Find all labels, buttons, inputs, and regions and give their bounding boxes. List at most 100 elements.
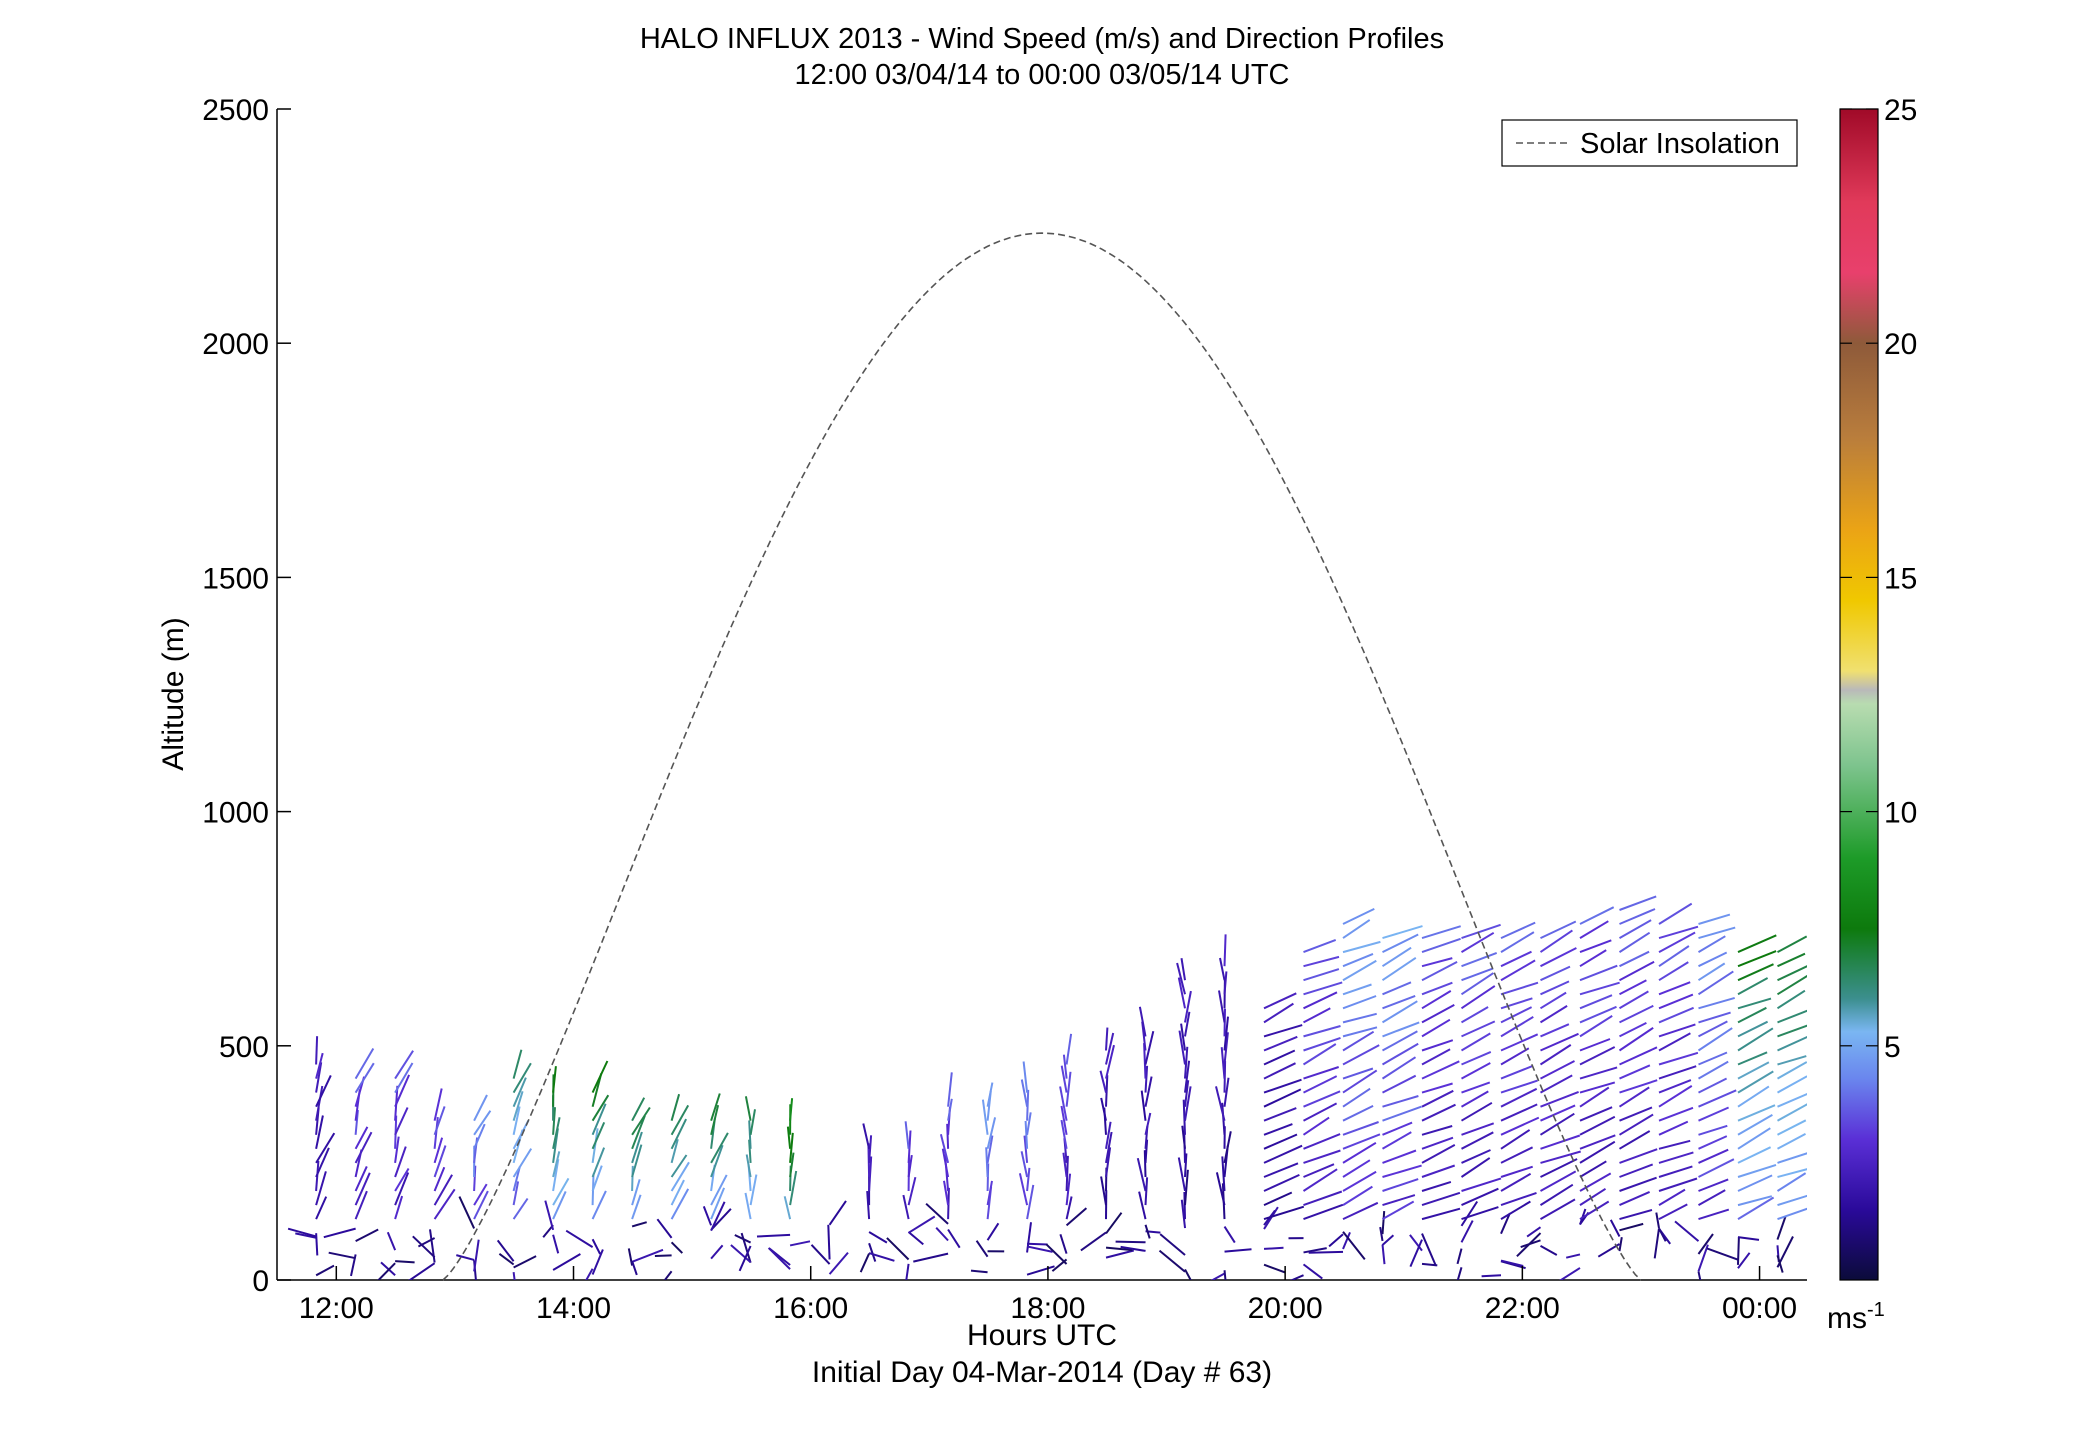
wind-barb xyxy=(1501,1034,1538,1050)
wind-barb xyxy=(1777,1217,1785,1240)
wind-barb xyxy=(1699,1126,1728,1135)
wind-barbs xyxy=(288,896,1815,1303)
wind-barb xyxy=(1304,940,1336,952)
solar-insolation-curve xyxy=(443,233,1641,1280)
wind-barb xyxy=(1778,1152,1812,1163)
wind-barb xyxy=(1541,967,1571,981)
wind-barb xyxy=(1738,1237,1759,1240)
wind-barb xyxy=(1659,1166,1692,1177)
wind-barb xyxy=(1272,1275,1303,1289)
wind-barb xyxy=(1422,1105,1456,1121)
wind-barb xyxy=(1778,1009,1812,1022)
wind-barb xyxy=(1659,1204,1687,1219)
wind-barb xyxy=(1208,1274,1224,1283)
wind-barb xyxy=(1264,1063,1296,1078)
wind-barb xyxy=(1580,921,1608,938)
wind-barb xyxy=(1699,998,1735,1008)
wind-barb xyxy=(1699,1210,1729,1220)
wind-barb xyxy=(1659,1152,1693,1163)
wind-barb xyxy=(1699,1159,1734,1177)
wind-barb xyxy=(1580,995,1612,1008)
colorbar-tick-label: 20 xyxy=(1884,328,1917,361)
wind-barb xyxy=(1225,971,1227,994)
wind-barb xyxy=(1264,1207,1304,1219)
wind-barb xyxy=(1541,930,1573,952)
wind-barb xyxy=(1304,1151,1341,1163)
wind-barb xyxy=(1659,1122,1688,1135)
wind-barb xyxy=(566,1231,592,1247)
wind-barb xyxy=(1620,1080,1658,1092)
wind-barb xyxy=(1383,1107,1422,1121)
wind-barb xyxy=(1611,1220,1620,1237)
wind-barb xyxy=(1659,995,1693,1009)
wind-barb xyxy=(578,1269,593,1295)
wind-barb xyxy=(629,1248,632,1265)
wind-barb xyxy=(1619,1224,1643,1230)
colorbar-tick-label: 25 xyxy=(1884,94,1917,127)
wind-barb xyxy=(1699,1062,1729,1079)
wind-barb xyxy=(1462,1082,1490,1092)
wind-barb xyxy=(1027,1168,1029,1191)
wind-barb xyxy=(632,1166,633,1191)
colorbar-unit-exponent: -1 xyxy=(1867,1299,1885,1321)
wind-barb xyxy=(1778,1134,1806,1149)
wind-barb xyxy=(1778,1076,1808,1092)
wind-barb xyxy=(1462,1202,1478,1226)
wind-barb xyxy=(1738,1008,1766,1023)
y-tick-label: 2000 xyxy=(202,328,269,361)
wind-barb xyxy=(1422,1138,1453,1149)
wind-barb xyxy=(316,1266,334,1276)
wind-barb xyxy=(1304,1205,1343,1219)
wind-barb xyxy=(1659,1080,1691,1093)
wind-barb xyxy=(1329,1234,1343,1246)
wind-barb xyxy=(593,1191,606,1219)
legend: Solar Insolation xyxy=(1502,120,1797,166)
wind-barb xyxy=(632,1222,647,1226)
wind-barb xyxy=(936,1228,948,1241)
wind-barb xyxy=(1580,1142,1615,1163)
wind-barb xyxy=(1383,1179,1419,1191)
colorbar-tick-label: 5 xyxy=(1884,1031,1901,1064)
wind-barb xyxy=(1675,1221,1698,1241)
wind-barb xyxy=(356,1063,374,1092)
wind-barb xyxy=(1778,1023,1814,1036)
wind-barb xyxy=(657,1219,671,1238)
wind-barb xyxy=(1309,1252,1343,1253)
wind-barb xyxy=(1655,1228,1659,1258)
wind-barb xyxy=(672,1189,689,1219)
wind-barb xyxy=(1541,1136,1580,1149)
wind-barb xyxy=(1501,1104,1537,1120)
wind-barb xyxy=(514,1050,522,1079)
wind-barb xyxy=(1778,1196,1808,1206)
wind-barb xyxy=(1383,1151,1417,1163)
wind-barb xyxy=(1501,1048,1529,1064)
wind-barb xyxy=(1264,1108,1296,1121)
wind-barb xyxy=(1383,1235,1394,1245)
wind-barb xyxy=(757,1235,790,1237)
wind-barb xyxy=(1139,1192,1145,1220)
wind-barb xyxy=(1343,942,1380,952)
wind-barb xyxy=(329,1253,356,1258)
wind-barb xyxy=(1106,1251,1134,1258)
wind-barb xyxy=(474,1240,479,1272)
wind-barb xyxy=(1738,964,1774,980)
wind-barb xyxy=(1264,1248,1283,1249)
wind-barb xyxy=(1081,1232,1106,1250)
wind-barb xyxy=(1656,1213,1659,1228)
wind-barb xyxy=(1422,1166,1455,1178)
wind-barb xyxy=(1462,986,1495,1008)
wind-barb xyxy=(1699,1028,1733,1050)
wind-barb xyxy=(1383,1166,1422,1177)
wind-barb xyxy=(977,1241,988,1257)
wind-barb xyxy=(913,1254,948,1262)
wind-barb xyxy=(1343,985,1372,995)
wind-barb xyxy=(1580,1189,1606,1205)
colorbar-unit: ms-1 xyxy=(1827,1299,1885,1335)
wind-barb xyxy=(1541,1105,1576,1120)
wind-barb xyxy=(545,1201,553,1230)
wind-barb xyxy=(1027,1244,1048,1245)
wind-barb xyxy=(553,1235,558,1254)
wind-barb xyxy=(1501,923,1535,939)
